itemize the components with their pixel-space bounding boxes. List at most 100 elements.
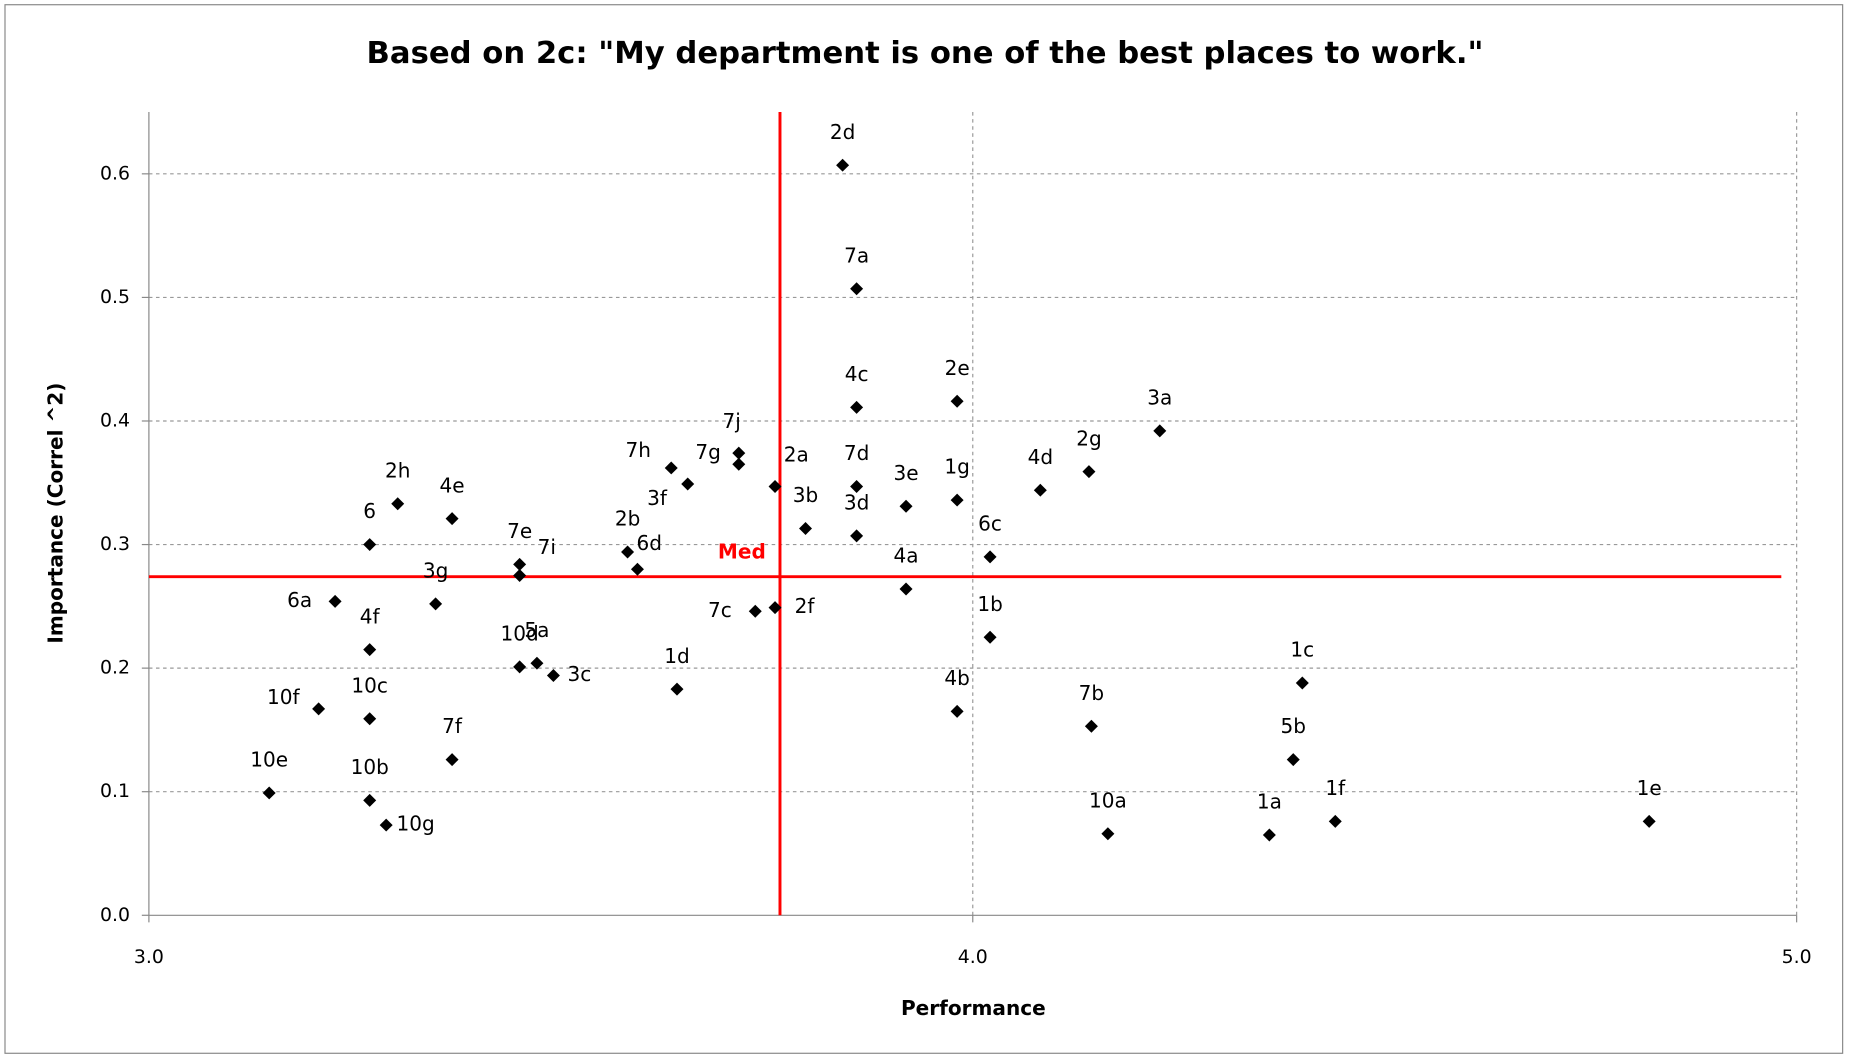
point — [850, 400, 864, 414]
point-label: 7d — [844, 441, 869, 465]
point — [850, 529, 864, 543]
point — [732, 457, 746, 471]
y-tick-label: 0.2 — [100, 657, 130, 679]
point-label: 7g — [695, 440, 720, 464]
point-label: 2e — [945, 356, 970, 380]
point — [445, 753, 459, 767]
point — [681, 477, 695, 491]
point — [850, 479, 864, 493]
point — [445, 512, 459, 526]
point — [950, 704, 964, 718]
chart-title: Based on 2c: "My department is one of th… — [367, 36, 1484, 71]
point — [363, 643, 377, 657]
point — [513, 557, 527, 571]
x-tick-label: 3.0 — [134, 946, 164, 968]
point-label: 3d — [844, 491, 869, 515]
point-label: 1a — [1257, 790, 1282, 814]
point — [748, 604, 762, 618]
point-label: 3b — [793, 483, 818, 507]
x-tick-label: 5.0 — [1782, 946, 1812, 968]
point — [664, 461, 678, 475]
point — [1153, 424, 1167, 438]
point — [799, 522, 813, 535]
median-label: Med — [718, 540, 766, 564]
x-axis-label: Performance — [901, 996, 1046, 1020]
point-label: 6a — [287, 588, 312, 612]
point-label: 7f — [442, 714, 463, 738]
point — [899, 499, 913, 513]
point-label: 2b — [615, 507, 640, 531]
y-tick-label: 0.6 — [100, 162, 130, 184]
point-label: 4c — [845, 362, 869, 386]
point-label: 7a — [844, 243, 869, 267]
point-label: 3g — [423, 559, 448, 583]
point-label: 10f — [267, 685, 301, 709]
point-label: 10b — [351, 755, 389, 779]
point — [546, 669, 560, 683]
point-label: 6d — [637, 531, 662, 555]
point-label: 1g — [944, 455, 969, 479]
point — [391, 497, 405, 511]
point — [950, 493, 964, 507]
point — [836, 158, 850, 172]
point-label: 6c — [978, 512, 1002, 536]
point-label: 1f — [1325, 776, 1346, 800]
point-label: 3a — [1147, 386, 1172, 410]
point — [768, 601, 782, 615]
y-tick-label: 0.4 — [100, 409, 130, 431]
point-label: 3f — [647, 486, 668, 510]
point — [312, 702, 326, 716]
point — [630, 562, 644, 576]
point-label: 6 — [363, 499, 376, 523]
point — [363, 793, 377, 807]
point — [1295, 676, 1309, 690]
point — [1328, 814, 1342, 828]
point-label: 4e — [440, 473, 465, 497]
point — [670, 682, 684, 696]
point-label: 4a — [894, 544, 919, 568]
point-label: 7j — [723, 409, 741, 433]
y-tick-label: 0.1 — [100, 780, 130, 802]
point-label: 4f — [360, 604, 381, 628]
point-label: 7b — [1079, 681, 1104, 705]
point-label: 2h — [385, 458, 410, 482]
point-label: 4b — [944, 666, 969, 690]
point-label: 2a — [784, 442, 809, 466]
point-label: 1d — [664, 644, 689, 668]
point — [429, 597, 443, 611]
point — [621, 545, 635, 559]
point — [768, 479, 782, 493]
point — [983, 630, 997, 644]
point-label: 10g — [397, 812, 435, 836]
point — [732, 446, 746, 460]
point — [899, 582, 913, 596]
point-label: 2f — [795, 594, 816, 618]
y-tick-label: 0.0 — [100, 904, 130, 926]
chart-frame — [4, 4, 1844, 1054]
point-label: 5a — [524, 618, 549, 642]
point-label: 2d — [830, 120, 855, 144]
point — [363, 712, 377, 726]
x-tick-label: 4.0 — [958, 946, 988, 968]
point-label: 3c — [567, 662, 591, 686]
point-label: 10e — [250, 748, 288, 772]
point — [262, 786, 276, 800]
point-label: 4d — [1028, 445, 1053, 469]
point-label: 10a — [1089, 788, 1127, 812]
point — [513, 660, 527, 674]
point — [379, 818, 393, 832]
point-label: 1e — [1637, 776, 1662, 800]
point — [983, 550, 997, 564]
point-label: 1b — [977, 592, 1002, 616]
point-label: 1c — [1290, 638, 1314, 662]
point — [1262, 828, 1276, 842]
point-label: 7e — [507, 519, 532, 543]
point — [850, 282, 864, 296]
point-label: 10c — [351, 673, 388, 697]
point-label: 7c — [708, 598, 732, 622]
point-label: 5b — [1281, 714, 1306, 738]
point-label: 7h — [625, 438, 650, 462]
y-tick-label: 0.5 — [100, 286, 130, 308]
